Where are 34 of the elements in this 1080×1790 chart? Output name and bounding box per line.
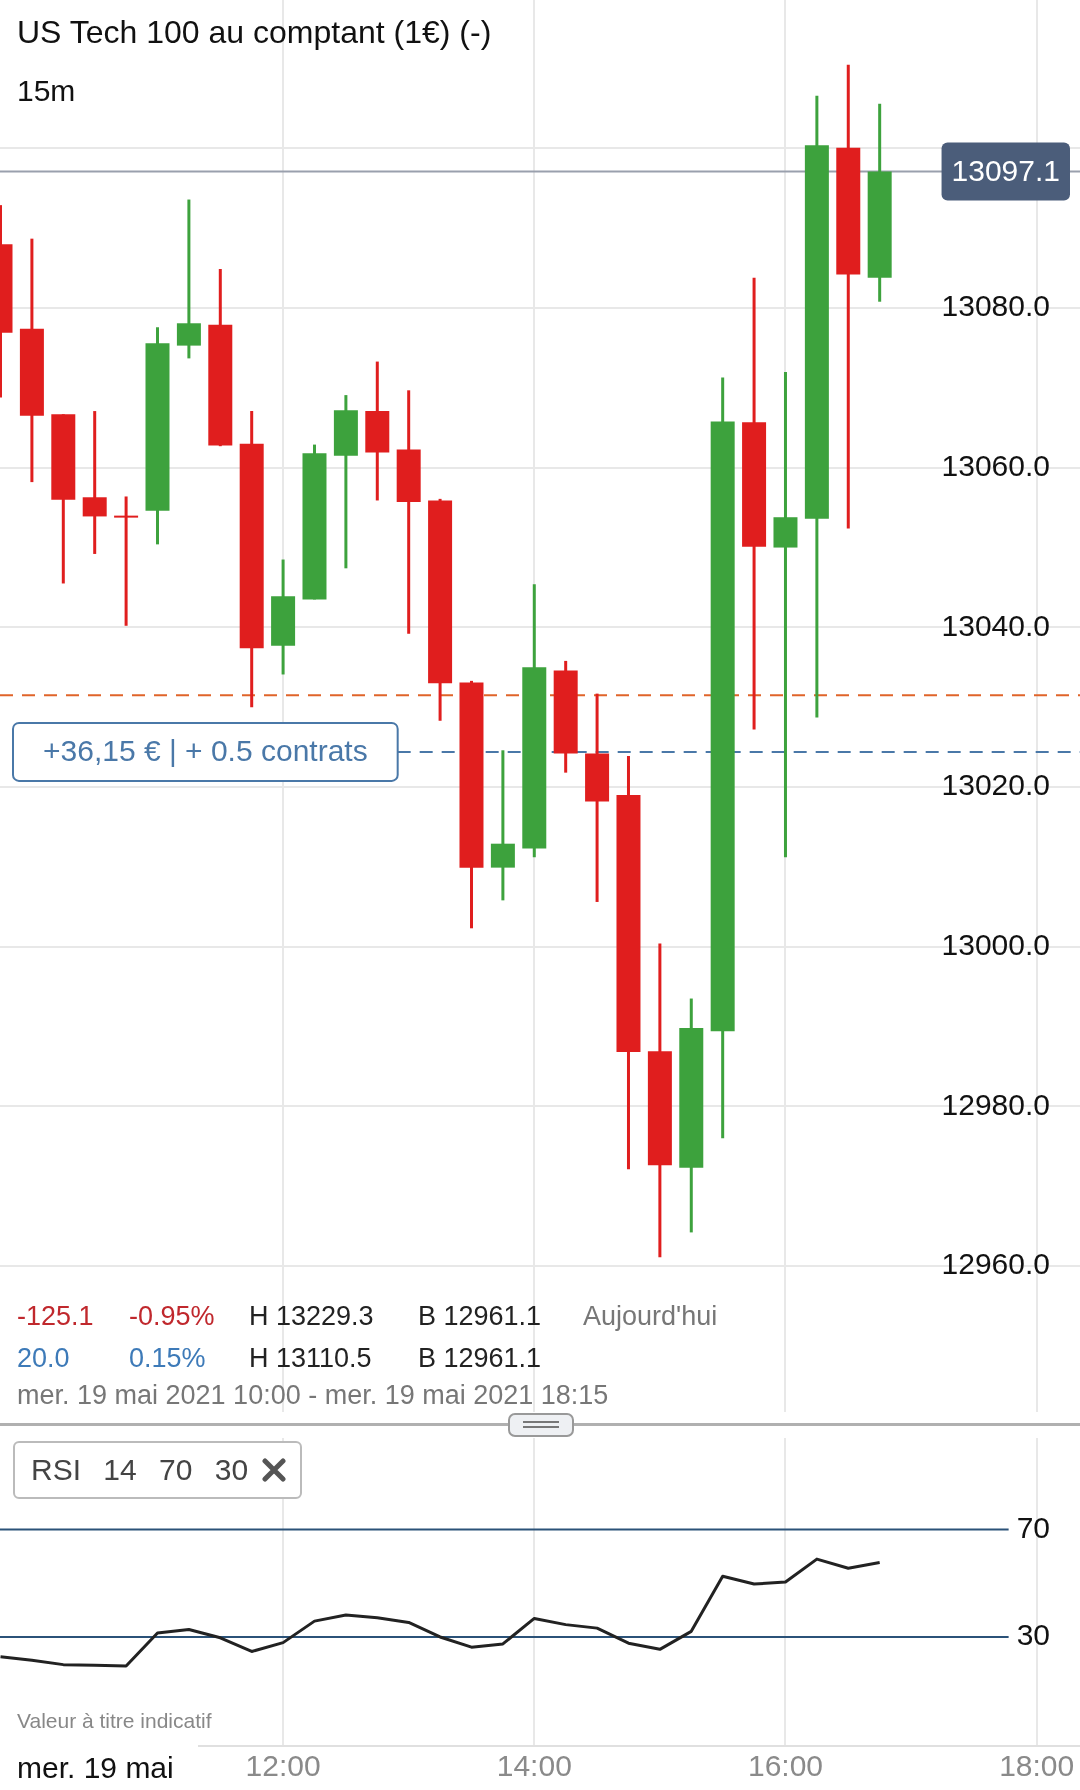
y-tick-label: 13080.0 — [941, 289, 1050, 323]
annotation: mer. 19 mai 2021 10:00 - mer. 19 mai 2021 18:15 — [17, 1380, 609, 1411]
candlestick — [82, 411, 107, 554]
y-tick-label: 13060.0 — [941, 449, 1050, 483]
text: mer. 19 mai — [0, 1745, 198, 1790]
text: 15m — [17, 74, 76, 108]
y-tick-label: 70 — [1016, 1510, 1050, 1544]
annotation: B 12961.1 — [418, 1301, 542, 1332]
x-tick-label: 14:00 — [496, 1749, 572, 1783]
x-tick-label: 12:00 — [245, 1749, 321, 1783]
y-tick-label: 12980.0 — [941, 1087, 1050, 1121]
ref-line-label: 13097.1 — [951, 153, 1061, 187]
y-tick-label: 13020.0 — [941, 768, 1050, 802]
annotation: Aujourd'hui — [583, 1301, 718, 1332]
candlestick — [490, 750, 515, 901]
annotation: B 12961.1 — [418, 1343, 542, 1374]
annotation: -125.1 — [17, 1301, 94, 1332]
annotation: Valeur à titre indicatif — [17, 1709, 212, 1733]
y-tick-label: 12960.0 — [941, 1247, 1050, 1281]
annotation: 20.0 — [17, 1343, 70, 1374]
candlestick — [176, 199, 201, 359]
ref-line-label: +36,15 € | + 0.5 contrats — [43, 734, 368, 768]
text: RSI 14 70 30 — [31, 1453, 249, 1487]
text: US Tech 100 au comptant (1€) (-) — [17, 14, 492, 51]
x-tick-label: 16:00 — [747, 1749, 824, 1783]
annotation: H 13229.3 — [249, 1301, 374, 1332]
annotation: H 13110.5 — [249, 1343, 372, 1374]
y-tick-label: 13040.0 — [941, 608, 1050, 642]
y-tick-label: 30 — [1016, 1618, 1050, 1652]
y-tick-label: 13000.0 — [941, 927, 1050, 961]
annotation: -0.95% — [129, 1301, 215, 1332]
x-tick-label: 18:00 — [999, 1749, 1075, 1783]
annotation: 0.15% — [129, 1343, 206, 1374]
candlestick — [114, 496, 139, 626]
